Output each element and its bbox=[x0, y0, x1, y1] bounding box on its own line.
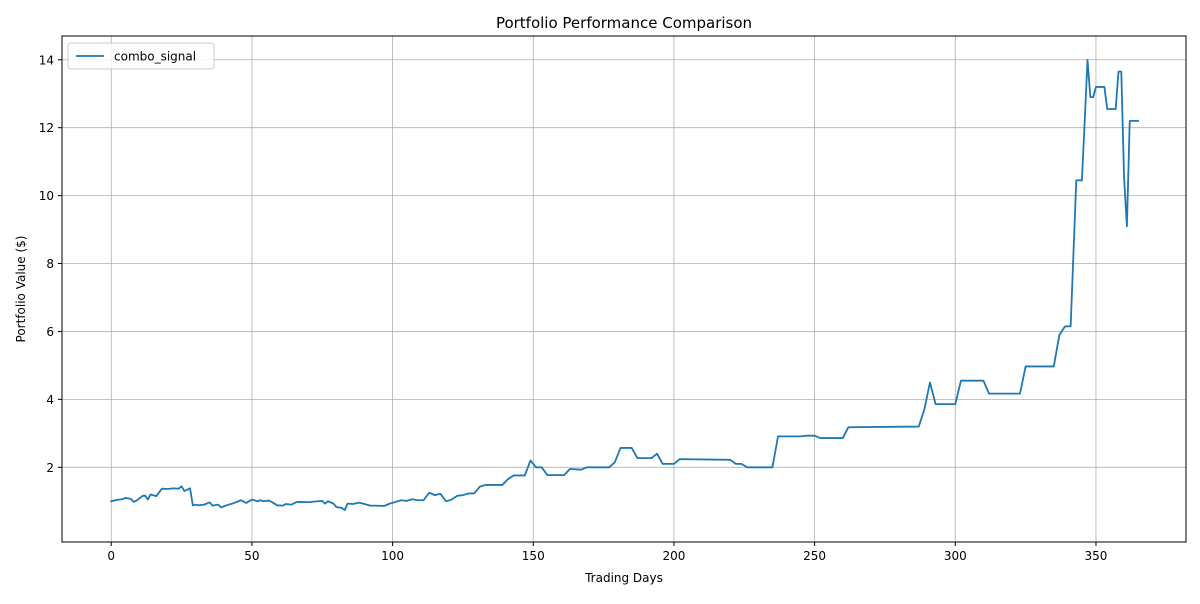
series-line-combo-signal bbox=[110, 58, 1140, 511]
y-tick-label: 12 bbox=[39, 121, 54, 135]
y-tick-label: 8 bbox=[46, 257, 54, 271]
grid-lines bbox=[62, 36, 1186, 542]
x-tick-label: 50 bbox=[244, 549, 259, 563]
x-tick-label: 300 bbox=[944, 549, 967, 563]
y-tick-label: 14 bbox=[39, 53, 54, 67]
y-tick-label: 4 bbox=[46, 393, 54, 407]
chart-title: Portfolio Performance Comparison bbox=[496, 14, 752, 32]
x-axis-label: Trading Days bbox=[584, 571, 663, 585]
y-tick-label: 6 bbox=[46, 325, 54, 339]
x-tick-label: 100 bbox=[381, 549, 404, 563]
x-tick-label: 250 bbox=[803, 549, 826, 563]
legend: combo_signal bbox=[67, 42, 215, 70]
x-tick-label: 0 bbox=[107, 549, 115, 563]
x-tick-label: 200 bbox=[662, 549, 685, 563]
y-axis-label: Portfolio Value ($) bbox=[14, 236, 28, 343]
axis-ticks: 0 50 100 150 200 250 300 350 2 4 6 8 10 12 14 bbox=[39, 53, 1108, 563]
y-tick-label: 10 bbox=[39, 189, 54, 203]
legend-box bbox=[67, 42, 215, 70]
plot-area-background bbox=[62, 36, 1186, 542]
plot-area-frame bbox=[61, 35, 1187, 543]
x-tick-label: 150 bbox=[522, 549, 545, 563]
series-lines bbox=[110, 58, 1140, 511]
x-tick-label: 350 bbox=[1085, 549, 1108, 563]
legend-label-combo-signal: combo_signal bbox=[114, 50, 196, 64]
y-tick-label: 2 bbox=[46, 461, 54, 475]
